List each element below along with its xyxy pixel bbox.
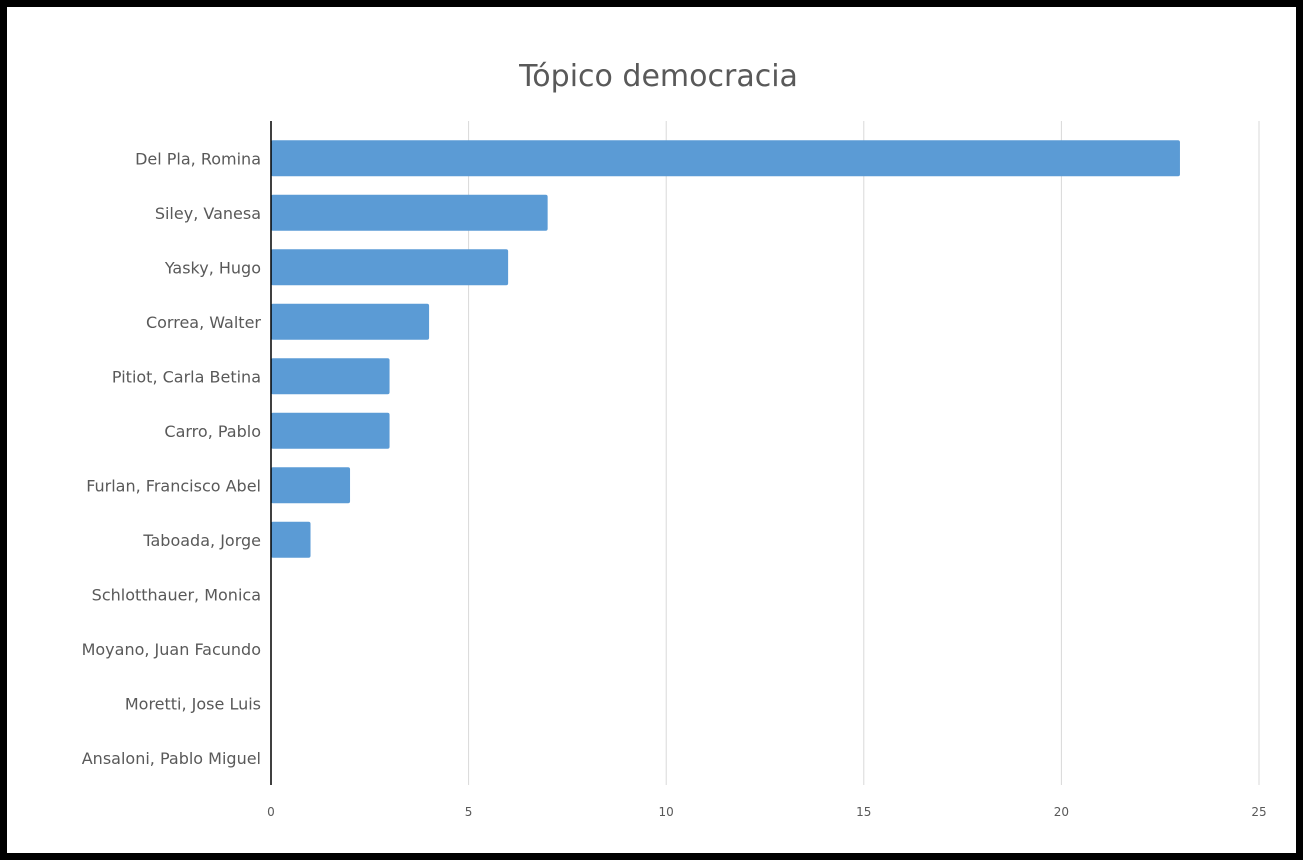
chart-title: Tópico democracia [519,59,798,94]
bar [271,249,509,286]
bars [271,140,1180,558]
bar [271,521,311,558]
category-label: Yasky, Hugo [164,258,261,277]
x-tick-labels: 0 5 10 15 20 25 [267,805,1266,819]
bar [271,194,548,231]
bar [271,303,430,340]
x-tick-label: 5 [465,805,473,819]
category-label: Pitiot, Carla Betina [112,367,261,386]
category-label: Moyano, Juan Facundo [82,640,261,659]
category-label: Correa, Walter [146,313,261,332]
x-tick-label: 10 [659,805,674,819]
category-label: Furlan, Francisco Abel [86,476,261,495]
category-label: Schlotthauer, Monica [92,585,261,604]
category-label: Moretti, Jose Luis [125,694,261,713]
x-tick-label: 15 [856,805,871,819]
x-tick-label: 25 [1251,805,1266,819]
bar [271,412,390,449]
x-tick-label: 0 [267,805,275,819]
bar [271,467,351,504]
category-label: Taboada, Jorge [142,531,261,550]
category-label: Ansaloni, Pablo Miguel [82,749,261,768]
bar [271,140,1180,177]
category-label: Del Pla, Romina [135,149,261,168]
category-label: Siley, Vanesa [155,204,261,223]
bar [271,358,390,395]
category-labels: Del Pla, Romina Siley, Vanesa Yasky, Hugo C… [82,149,262,768]
x-tick-label: 20 [1054,805,1069,819]
category-label: Carro, Pablo [164,422,261,441]
gridlines [468,121,1260,785]
